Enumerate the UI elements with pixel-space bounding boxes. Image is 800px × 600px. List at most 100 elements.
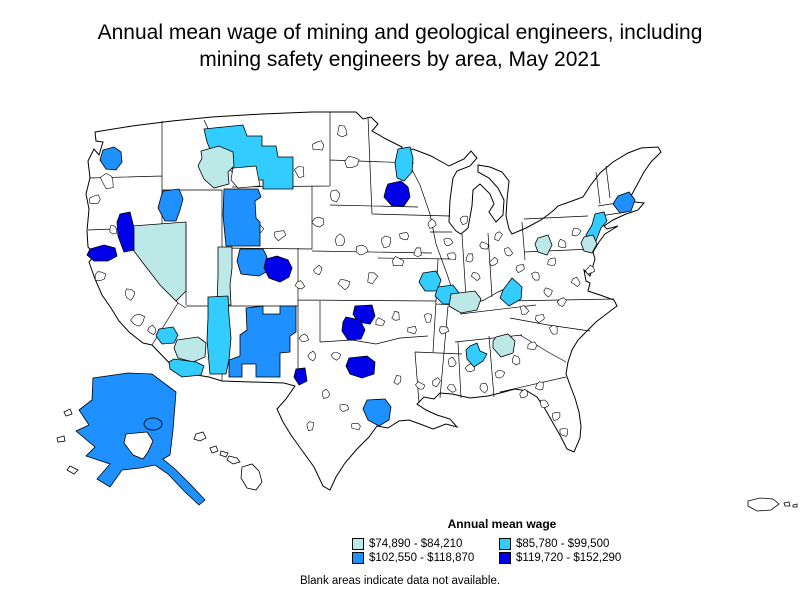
metro-area-outline	[447, 252, 457, 261]
map-region-western-kentucky[interactable]	[448, 290, 482, 314]
legend-label-1: $74,890 - $84,210	[369, 538, 463, 550]
map-region-western-new-mexico[interactable]	[228, 305, 297, 378]
metro-area-outline	[330, 352, 342, 361]
metro-area-outline	[392, 256, 404, 267]
metro-area-outline	[375, 317, 386, 326]
metro-area-outline	[531, 271, 540, 281]
map-region-north-central-texas[interactable]	[345, 355, 376, 379]
metro-area-outline	[540, 399, 550, 409]
metro-area-outline	[432, 377, 441, 388]
metro-area-outline	[448, 356, 457, 367]
metro-area-outline	[515, 264, 525, 273]
metro-area-outline	[329, 189, 341, 203]
metro-area-outline	[399, 232, 410, 241]
map-region-northwest-colorado[interactable]	[236, 248, 268, 277]
legend-swatch-3	[352, 552, 364, 564]
metro-area-outline	[465, 253, 474, 263]
map-region-seattle-wa-area[interactable]	[99, 146, 123, 171]
metro-area-outline	[427, 218, 437, 229]
metro-area-outline	[322, 388, 331, 399]
map-region-southwest-wyoming[interactable]	[222, 188, 262, 247]
metro-area-outline	[552, 411, 561, 421]
map-region-northeast-minnesota[interactable]	[394, 146, 414, 182]
map-region-tulsa-oklahoma[interactable]	[352, 304, 376, 325]
metro-area-outline	[109, 225, 118, 235]
map-region-denver-colorado[interactable]	[263, 255, 293, 283]
metro-area-outline	[503, 247, 514, 257]
map-title-line1: Annual mean wage of mining and geologica…	[97, 21, 703, 45]
metro-area-outline	[519, 305, 530, 315]
metro-area-outline	[570, 276, 581, 287]
metro-area-outline	[494, 231, 503, 241]
map-legend: Annual mean wage $74,890 - $84,210 $85,78…	[352, 517, 662, 564]
alaska-inner-boundary	[143, 417, 163, 431]
metro-area-outline	[337, 125, 348, 138]
map-footnote: Blank areas indicate data not available.	[299, 575, 501, 587]
metro-area-outline	[311, 216, 325, 228]
islands-layer	[56, 408, 798, 512]
metro-area-outline	[559, 428, 569, 437]
metro-area-outline	[415, 381, 426, 390]
map-region-minneapolis-minnesota[interactable]	[383, 180, 411, 207]
metro-area-outline	[446, 384, 457, 393]
wage-region-layer	[75, 124, 636, 506]
metro-area-outline	[337, 279, 351, 291]
metro-area-outline	[535, 314, 545, 324]
map-region-southern-arizona[interactable]	[168, 358, 205, 378]
metro-area-outline	[443, 237, 454, 247]
map-region-eastern-california[interactable]	[116, 211, 135, 253]
map-region-birmingham-alabama[interactable]	[465, 342, 488, 368]
metro-area-outline	[274, 230, 287, 242]
metro-area-outline	[512, 355, 521, 366]
map-region-eastern-arizona[interactable]	[206, 295, 232, 375]
island-outline	[219, 450, 229, 458]
island-outline	[226, 455, 241, 465]
map-region-el-paso-texas[interactable]	[293, 367, 308, 386]
legend-item-4: $119,720 - $152,290	[499, 552, 662, 564]
metro-area-outline	[344, 155, 360, 168]
map-region-boston-massachusetts[interactable]	[612, 191, 636, 214]
map-region-eastern-kentucky-wv[interactable]	[499, 277, 523, 307]
metro-area-outline	[294, 280, 306, 290]
legend-item-1: $74,890 - $84,210	[352, 538, 499, 550]
metro-area-outline	[585, 264, 595, 275]
metro-area-outline	[439, 326, 450, 335]
metro-area-outline	[571, 227, 582, 237]
legend-item-3: $102,550 - $118,870	[352, 552, 499, 564]
alaska-no-data-hole	[123, 431, 154, 460]
legend-title: Annual mean wage	[447, 517, 557, 531]
map-region-philadelphia-area[interactable]	[580, 234, 598, 254]
map-region-western-arizona[interactable]	[155, 326, 179, 345]
map-region-oklahoma-city[interactable]	[341, 316, 366, 341]
metro-area-outline	[460, 215, 469, 226]
map-region-houston-texas[interactable]	[362, 398, 392, 427]
map-region-central-idaho[interactable]	[197, 145, 235, 189]
metro-area-outline	[130, 313, 145, 327]
legend-label-3: $102,550 - $118,870	[369, 552, 475, 564]
legend-item-2: $85,780 - $99,500	[499, 538, 662, 550]
metro-area-outline	[306, 421, 314, 431]
metro-area-outline	[334, 233, 346, 247]
map-region-northern-utah[interactable]	[157, 188, 184, 222]
island-outline	[792, 503, 798, 508]
map-region-northwest-georgia[interactable]	[492, 333, 516, 358]
metro-area-outline	[547, 257, 557, 266]
island-outline	[747, 497, 780, 512]
metro-area-outline	[124, 288, 136, 301]
metro-area-outline	[470, 272, 481, 281]
metro-area-outline	[393, 375, 402, 385]
metro-area-outline	[549, 324, 558, 335]
metro-area-outline	[313, 264, 323, 276]
island-outline	[66, 465, 79, 475]
metro-area-outline	[89, 194, 101, 205]
metro-area-outline	[479, 382, 488, 394]
map-region-pittsburgh-area[interactable]	[534, 234, 553, 256]
island-outline	[240, 463, 263, 491]
map-region-central-arizona[interactable]	[173, 336, 207, 363]
map-region-sacramento-california[interactable]	[86, 244, 118, 262]
map-region-southern-utah[interactable]	[216, 246, 233, 306]
metro-area-outline	[479, 241, 489, 250]
legend-label-2: $85,780 - $99,500	[516, 538, 610, 550]
